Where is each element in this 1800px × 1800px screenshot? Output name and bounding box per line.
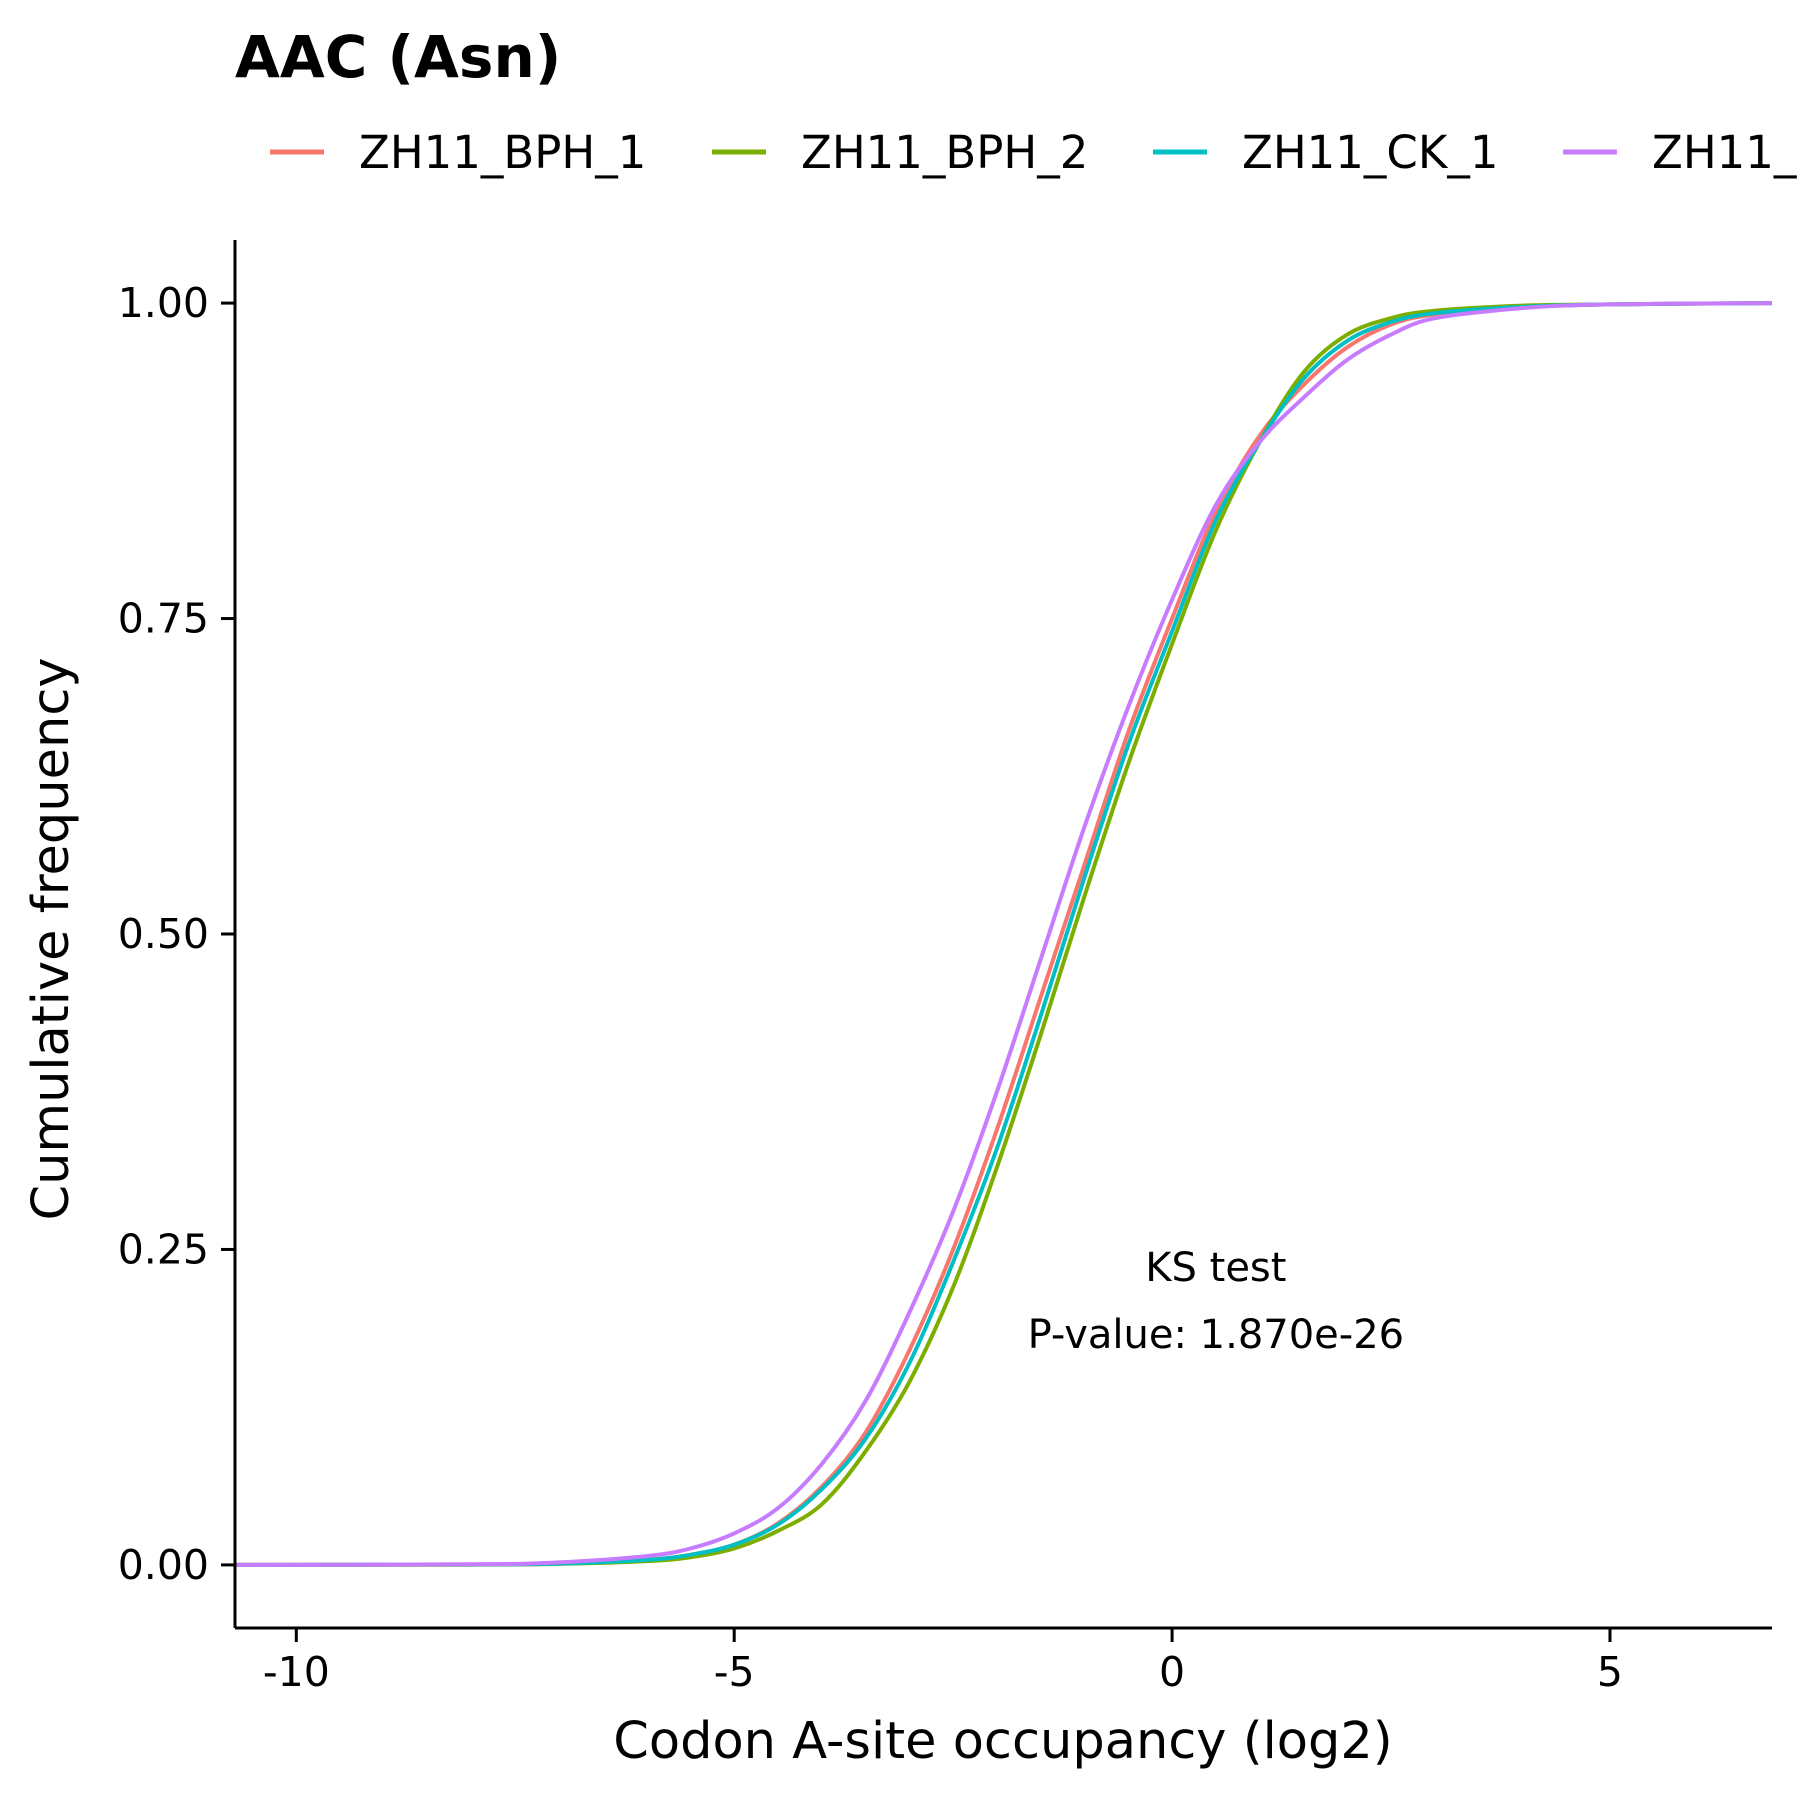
series-line <box>234 301 1773 1567</box>
p-value-label: P-value: 1.870e-26 <box>1028 1312 1405 1358</box>
x-axis-ticks: -10 -5 0 5 <box>263 1628 1623 1696</box>
legend-label: ZH11_BPH_2 <box>801 126 1088 179</box>
series-line <box>234 301 1773 1567</box>
series-layer <box>234 301 1773 1567</box>
y-tick-label: 0.75 <box>118 595 209 643</box>
y-tick-label: 0.25 <box>118 1225 209 1273</box>
x-tick-label: 0 <box>1159 1648 1185 1696</box>
legend: ZH11_BPH_1 ZH11_BPH_2 ZH11_CK_1 ZH11_ <box>270 126 1797 179</box>
legend-label: ZH11_CK_1 <box>1242 126 1499 179</box>
y-tick-label: 0.00 <box>118 1541 209 1589</box>
y-tick-label: 1.00 <box>118 279 209 327</box>
legend-label: ZH11_ <box>1652 126 1797 179</box>
legend-label: ZH11_BPH_1 <box>359 126 646 179</box>
x-tick-label: -10 <box>263 1648 330 1696</box>
chart-title: AAC (Asn) <box>235 23 561 91</box>
series-line <box>234 301 1773 1567</box>
y-axis-title: Cumulative frequency <box>22 657 81 1220</box>
series-line <box>234 301 1773 1567</box>
x-tick-label: -5 <box>714 1648 755 1696</box>
y-axis-ticks: 0.00 0.25 0.50 0.75 1.00 <box>118 279 235 1589</box>
ks-test-label: KS test <box>1145 1245 1286 1291</box>
plot-area: 0.00 0.25 0.50 0.75 1.00 -10 -5 0 5 <box>118 240 1773 1696</box>
x-tick-label: 5 <box>1597 1648 1623 1696</box>
y-tick-label: 0.50 <box>118 910 209 958</box>
x-axis-title: Codon A-site occupancy (log2) <box>613 1712 1392 1771</box>
